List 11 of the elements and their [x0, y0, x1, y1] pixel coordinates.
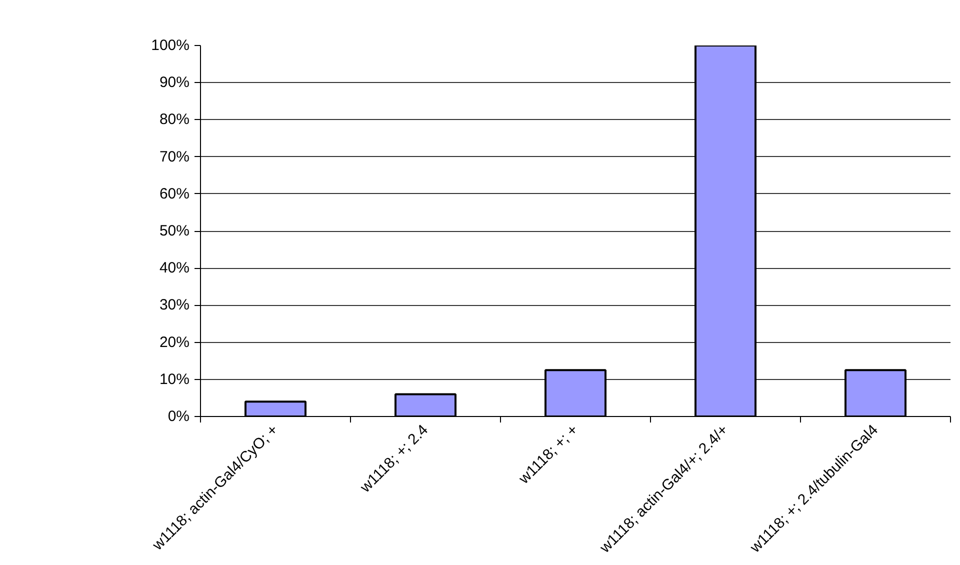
y-tick-label: 20%	[159, 334, 190, 351]
y-tick-label: 70%	[159, 148, 190, 166]
y-tick-label: 90%	[159, 74, 190, 92]
y-tick-label: 30%	[159, 296, 190, 314]
y-tick-label: 40%	[159, 260, 190, 277]
y-tick-label: 50%	[159, 222, 190, 240]
y-tick-label: 80%	[159, 111, 190, 128]
y-tick-label: 10%	[159, 370, 190, 388]
y-tick-label: 100%	[151, 37, 190, 54]
y-tick-label: 0%	[168, 408, 190, 425]
y-tick-label: 60%	[159, 185, 190, 202]
